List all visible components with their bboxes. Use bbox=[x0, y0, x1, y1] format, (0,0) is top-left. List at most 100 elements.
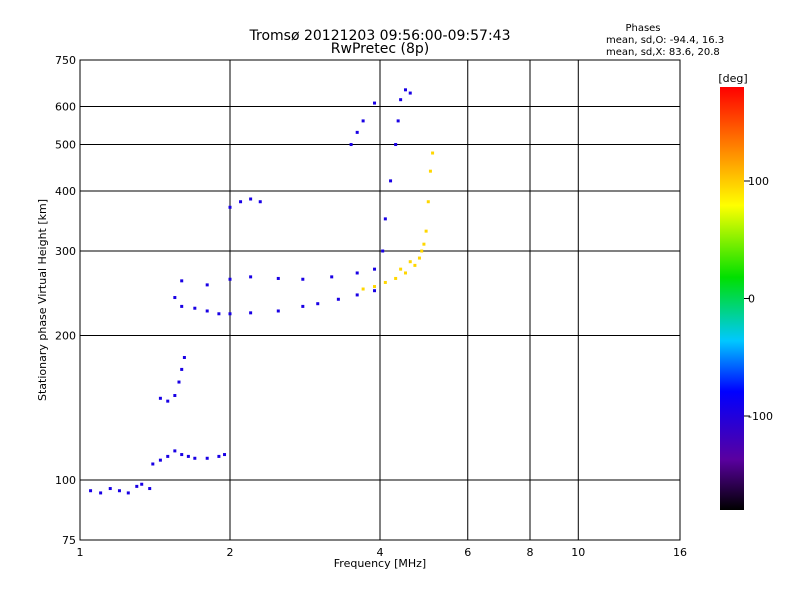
x-tick-label: 4 bbox=[377, 546, 384, 559]
data-point bbox=[249, 275, 253, 279]
data-point bbox=[396, 119, 400, 123]
data-point bbox=[205, 283, 209, 287]
y-tick-label: 200 bbox=[55, 330, 76, 343]
data-point bbox=[428, 169, 432, 173]
y-axis-label: Stationary phase Virtual Height [km] bbox=[36, 199, 49, 401]
data-point bbox=[403, 88, 407, 92]
data-point bbox=[381, 249, 385, 253]
data-point bbox=[420, 249, 424, 253]
data-point bbox=[148, 487, 152, 491]
data-point bbox=[408, 91, 412, 95]
data-point bbox=[223, 453, 227, 457]
data-point bbox=[426, 200, 430, 204]
colorbar-unit: [deg] bbox=[718, 72, 747, 85]
data-point bbox=[166, 399, 170, 403]
colorbar-tick-label: 0 bbox=[748, 293, 755, 306]
y-tick-label: 100 bbox=[55, 474, 76, 487]
data-point bbox=[258, 200, 262, 204]
data-point bbox=[193, 456, 197, 460]
data-point bbox=[228, 312, 232, 316]
y-tick-label: 750 bbox=[55, 54, 76, 67]
colorbar-ticks: 100 0 -100 bbox=[744, 175, 773, 423]
data-point bbox=[158, 458, 162, 462]
data-point bbox=[126, 491, 130, 495]
axis-ticks: 1 2 4 6 8 10 16 75 100 200 300 400 500 600 750 bbox=[55, 54, 687, 559]
data-point bbox=[239, 200, 243, 204]
y-tick-label: 400 bbox=[55, 185, 76, 198]
data-point bbox=[330, 275, 334, 279]
x-tick-label: 6 bbox=[464, 546, 471, 559]
data-point bbox=[276, 309, 280, 313]
phases-x-stats: mean, sd,X: 83.6, 20.8 bbox=[606, 47, 720, 58]
data-point bbox=[180, 367, 184, 371]
data-point bbox=[173, 394, 177, 398]
data-point bbox=[182, 355, 186, 359]
chart-title: Tromsø 20121203 09:56:00-09:57:43 bbox=[249, 28, 511, 44]
data-point bbox=[301, 304, 305, 308]
plot-area: 1 2 4 6 8 10 16 75 100 200 300 400 500 600 750 bbox=[55, 54, 687, 559]
data-point bbox=[373, 285, 377, 289]
data-point bbox=[383, 280, 387, 284]
data-point bbox=[389, 179, 393, 183]
data-point bbox=[173, 296, 177, 300]
data-point bbox=[228, 205, 232, 209]
data-point bbox=[180, 279, 184, 283]
data-point bbox=[431, 151, 435, 155]
data-point bbox=[413, 263, 417, 267]
data-point bbox=[117, 489, 121, 493]
data-point bbox=[180, 304, 184, 308]
data-point bbox=[249, 197, 253, 201]
data-point bbox=[158, 396, 162, 400]
data-point bbox=[151, 462, 155, 466]
x-tick-label: 2 bbox=[227, 546, 234, 559]
y-tick-label: 75 bbox=[62, 534, 76, 547]
data-point bbox=[108, 487, 112, 491]
data-point bbox=[373, 289, 377, 293]
data-point bbox=[361, 119, 365, 123]
x-tick-label: 1 bbox=[77, 546, 84, 559]
chart-subtitle: RwPretec (8p) bbox=[331, 41, 429, 57]
data-point bbox=[205, 456, 209, 460]
data-point bbox=[399, 98, 403, 102]
y-tick-label: 600 bbox=[55, 101, 76, 114]
data-point bbox=[394, 143, 398, 147]
data-point bbox=[373, 101, 377, 105]
x-tick-label: 8 bbox=[527, 546, 534, 559]
data-point bbox=[205, 309, 209, 313]
data-point bbox=[422, 242, 426, 246]
y-tick-label: 500 bbox=[55, 139, 76, 152]
colorbar-tick-label: 100 bbox=[748, 175, 769, 188]
data-point bbox=[228, 277, 232, 281]
data-point bbox=[135, 484, 139, 488]
data-point bbox=[403, 271, 407, 275]
data-point bbox=[355, 271, 359, 275]
data-point bbox=[301, 277, 305, 281]
data-point bbox=[89, 489, 93, 493]
phases-o-stats: mean, sd,O: -94.4, 16.3 bbox=[606, 35, 724, 46]
x-axis-label: Frequency [MHz] bbox=[334, 557, 426, 570]
data-point bbox=[177, 380, 181, 384]
y-tick-label: 300 bbox=[55, 245, 76, 258]
colorbar-tick-label: -100 bbox=[748, 410, 773, 423]
data-point bbox=[316, 302, 320, 306]
data-point bbox=[373, 267, 377, 271]
data-point bbox=[355, 130, 359, 134]
data-point bbox=[166, 454, 170, 458]
data-point bbox=[383, 217, 387, 221]
data-point bbox=[355, 293, 359, 297]
data-point bbox=[193, 306, 197, 310]
data-point bbox=[173, 449, 177, 453]
data-point bbox=[394, 276, 398, 280]
color-bar: [deg] 100 0 -100 bbox=[718, 72, 773, 510]
data-point bbox=[140, 482, 144, 486]
data-point bbox=[336, 297, 340, 301]
grid-lines bbox=[80, 60, 680, 540]
data-point bbox=[417, 256, 421, 260]
data-point bbox=[99, 491, 103, 495]
data-point bbox=[408, 260, 412, 264]
data-point bbox=[424, 229, 428, 233]
colorbar-gradient bbox=[720, 87, 744, 510]
data-point bbox=[361, 287, 365, 291]
data-point bbox=[276, 276, 280, 280]
